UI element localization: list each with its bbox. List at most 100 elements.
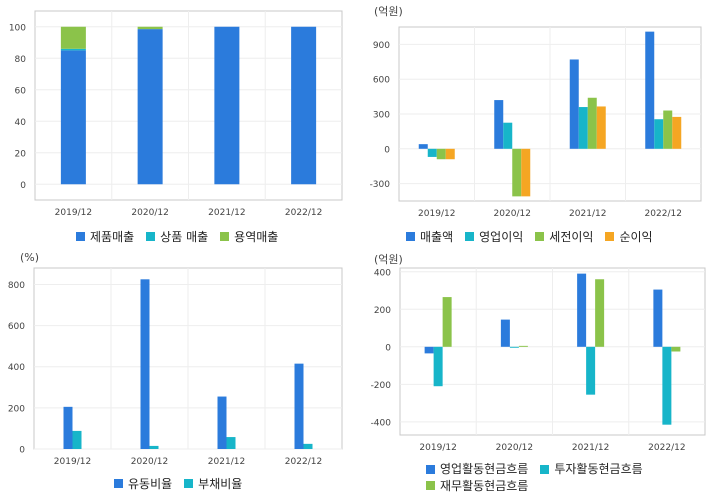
y-tick-label: 900: [373, 41, 390, 51]
bar: [509, 346, 519, 348]
legend-swatch: [535, 232, 545, 241]
bar: [578, 107, 588, 149]
bar: [671, 346, 681, 352]
x-tick-label: 2021/12: [569, 209, 606, 219]
legend-item: 투자활동현금흐름: [540, 461, 643, 477]
bar: [653, 289, 663, 347]
bar: [140, 279, 150, 449]
y-tick-label: 300: [373, 111, 390, 121]
x-tick-label: 2019/12: [418, 209, 455, 219]
bar: [294, 363, 304, 449]
bar: [445, 148, 455, 160]
bar: [226, 437, 236, 449]
unit-label: (억원): [374, 5, 403, 18]
bar: [418, 144, 428, 149]
y-tick-label: 600: [373, 76, 390, 86]
legend-item: 영업이익: [465, 228, 523, 245]
legend-item: 영업활동현금흐름: [426, 461, 528, 477]
bar: [672, 116, 682, 149]
bar: [503, 122, 513, 149]
legend-label: 재무활동현금흐름: [440, 478, 529, 493]
legend-item: 용역매출: [220, 228, 278, 245]
y-tick-label: 40: [15, 118, 27, 128]
legend-item: 세전이익: [535, 228, 593, 245]
unit-label: (%): [20, 251, 40, 264]
legend-label: 순이익: [619, 230, 653, 244]
bar: [595, 279, 605, 347]
legend-label: 영업활동현금흐름: [440, 462, 529, 476]
legend-swatch: [114, 479, 123, 488]
bar: [500, 319, 510, 347]
legend-item: 제품매출: [76, 228, 134, 245]
y-tick-label: -200: [371, 381, 392, 391]
legend-label: 세전이익: [549, 230, 594, 244]
legend-item: 상품 매출: [146, 228, 208, 245]
y-tick-label: 20: [15, 149, 27, 159]
bar: [214, 26, 240, 185]
chart-panel-ratios: (%) 0 200 400 600 800 2019/12 2020/12 2021/12 20…: [0, 248, 360, 496]
x-tick-label: 2022/12: [285, 457, 322, 467]
x-tick-label: 2020/12: [131, 208, 168, 218]
bar: [149, 445, 159, 449]
chart-panel-cashflow: (억원) -400 -200 0 200 400 2019/12 2020/12 2021/1…: [360, 248, 720, 496]
x-tick-label: 2020/12: [494, 209, 531, 219]
legend-label: 부채비율: [198, 477, 243, 491]
chart-panel-sales-mix: 0 20 40 60 80 100 2019/12 2020/12 2021/12 2022/12…: [0, 0, 360, 248]
bar: [72, 430, 82, 449]
y-tick-label: 800: [8, 281, 25, 291]
bar: [494, 100, 504, 149]
bar: [217, 396, 227, 449]
legend-item: 순이익: [605, 228, 653, 245]
unit-label: (억원): [374, 253, 403, 266]
bar: [663, 110, 673, 149]
y-tick-label: 0: [384, 145, 390, 155]
bar: [587, 97, 597, 149]
bar: [60, 50, 86, 185]
y-tick-label: -300: [370, 180, 391, 190]
chart-sales-mix: 0 20 40 60 80 100 2019/12 2020/12 2021/12 2022/12: [9, 10, 343, 218]
legend-swatch: [184, 479, 194, 488]
bar: [645, 31, 655, 149]
legend-item: 재무활동현금흐름: [426, 478, 528, 494]
y-tick-label: -400: [371, 418, 392, 428]
x-tick-label: 2019/12: [419, 443, 456, 453]
x-tick-label: 2022/12: [648, 443, 685, 453]
legend-label: 매출액: [420, 230, 454, 244]
y-tick-label: 0: [385, 343, 391, 353]
x-tick-label: 2022/12: [645, 209, 682, 219]
y-tick-label: 400: [374, 268, 391, 278]
bar: [63, 406, 73, 449]
legend-swatch: [146, 232, 156, 241]
bar: [291, 26, 317, 185]
bar: [442, 297, 452, 347]
bar: [596, 106, 606, 149]
bar: [137, 26, 163, 30]
y-tick-label: 200: [374, 306, 391, 316]
y-tick-label: 400: [8, 363, 25, 373]
chart-ratios: 0 200 400 600 800 2019/12 2020/12 2021/12 2022/1…: [8, 267, 343, 467]
legend-label: 영업이익: [479, 230, 524, 244]
bar: [577, 273, 587, 347]
x-tick-label: 2019/12: [54, 457, 91, 467]
x-tick-label: 2021/12: [572, 443, 609, 453]
x-tick-label: 2021/12: [208, 457, 245, 467]
bar: [303, 443, 313, 449]
x-tick-label: 2021/12: [208, 208, 245, 218]
y-tick-label: 600: [8, 322, 25, 332]
legend-label: 상품 매출: [160, 230, 209, 244]
legend-swatch: [426, 464, 435, 474]
y-tick-label: 60: [15, 86, 27, 96]
legend-label: 유동비율: [128, 477, 173, 491]
x-tick-label: 2022/12: [285, 208, 322, 218]
y-tick-label: 0: [20, 181, 26, 191]
chart-legend: 매출액 영업이익 세전이익 순이익: [406, 228, 665, 245]
legend-swatch: [426, 481, 435, 490]
bar: [569, 59, 579, 149]
legend-label: 용역매출: [234, 230, 279, 244]
y-tick-label: 0: [19, 446, 25, 456]
bar: [586, 346, 596, 395]
bar: [512, 148, 522, 197]
legend-swatch: [406, 232, 415, 241]
bar: [424, 346, 434, 354]
